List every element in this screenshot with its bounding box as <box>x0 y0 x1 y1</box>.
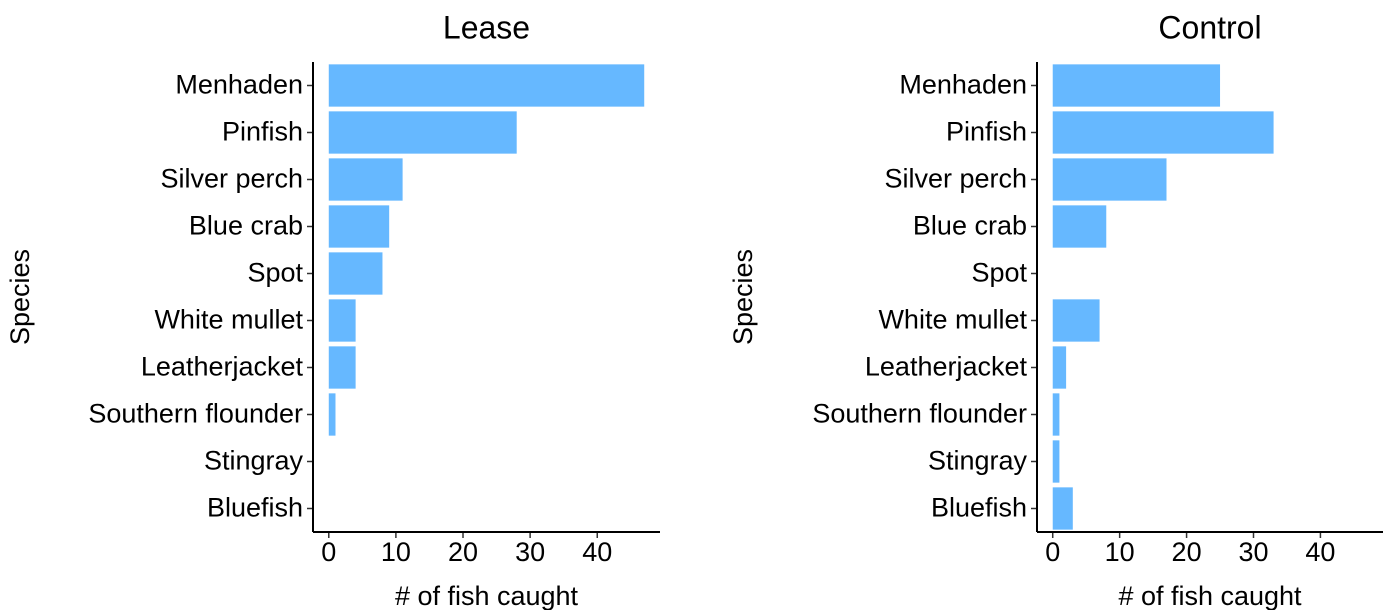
y-tick-label: Spot <box>971 258 1027 288</box>
y-tick-label: Stingray <box>204 446 304 476</box>
bar <box>1052 346 1067 389</box>
bar <box>328 111 517 154</box>
bar <box>1052 440 1060 483</box>
y-tick-label: Blue crab <box>189 211 303 241</box>
bar <box>328 64 645 107</box>
bar <box>328 205 390 248</box>
x-tick-label: 40 <box>1305 537 1335 567</box>
bar <box>328 158 403 201</box>
y-axis-label: Species <box>5 249 35 345</box>
bar <box>1052 299 1100 342</box>
y-tick-label: Silver perch <box>884 164 1027 194</box>
x-axis-label: # of fish caught <box>395 581 579 610</box>
x-tick-label: 30 <box>515 537 545 567</box>
x-tick-label: 10 <box>1105 537 1135 567</box>
y-tick-label: Pinfish <box>222 117 303 147</box>
x-tick-label: 0 <box>1045 537 1060 567</box>
y-tick-label: Bluefish <box>931 493 1027 523</box>
bar <box>328 346 356 389</box>
y-tick-label: Southern flounder <box>88 399 303 429</box>
y-tick-label: Bluefish <box>207 493 303 523</box>
y-tick-label: Leatherjacket <box>865 352 1028 382</box>
x-tick-label: 20 <box>448 537 478 567</box>
y-tick-label: Menhaden <box>899 70 1027 100</box>
chart-title: Lease <box>443 9 530 45</box>
bar <box>1052 393 1060 436</box>
bar <box>328 393 336 436</box>
bar <box>328 299 356 342</box>
bar <box>328 252 383 295</box>
y-tick-label: Silver perch <box>160 164 303 194</box>
chart-title: Control <box>1158 9 1261 45</box>
y-tick-label: Leatherjacket <box>141 352 304 382</box>
x-tick-label: 0 <box>321 537 336 567</box>
y-tick-label: White mullet <box>154 305 303 335</box>
y-tick-label: White mullet <box>878 305 1027 335</box>
x-tick-label: 10 <box>381 537 411 567</box>
x-tick-label: 40 <box>582 537 612 567</box>
bar <box>1052 487 1073 530</box>
y-tick-label: Menhaden <box>175 70 303 100</box>
x-axis-label: # of fish caught <box>1118 581 1302 610</box>
bar <box>1052 205 1107 248</box>
y-tick-label: Pinfish <box>946 117 1027 147</box>
bar <box>1052 64 1221 107</box>
x-tick-label: 20 <box>1172 537 1202 567</box>
y-tick-label: Blue crab <box>913 211 1027 241</box>
x-tick-label: 30 <box>1238 537 1268 567</box>
bar <box>1052 158 1167 201</box>
y-tick-label: Southern flounder <box>812 399 1027 429</box>
y-axis-label: Species <box>728 249 758 345</box>
bar <box>1052 111 1274 154</box>
y-tick-label: Stingray <box>928 446 1028 476</box>
y-tick-label: Spot <box>247 258 303 288</box>
